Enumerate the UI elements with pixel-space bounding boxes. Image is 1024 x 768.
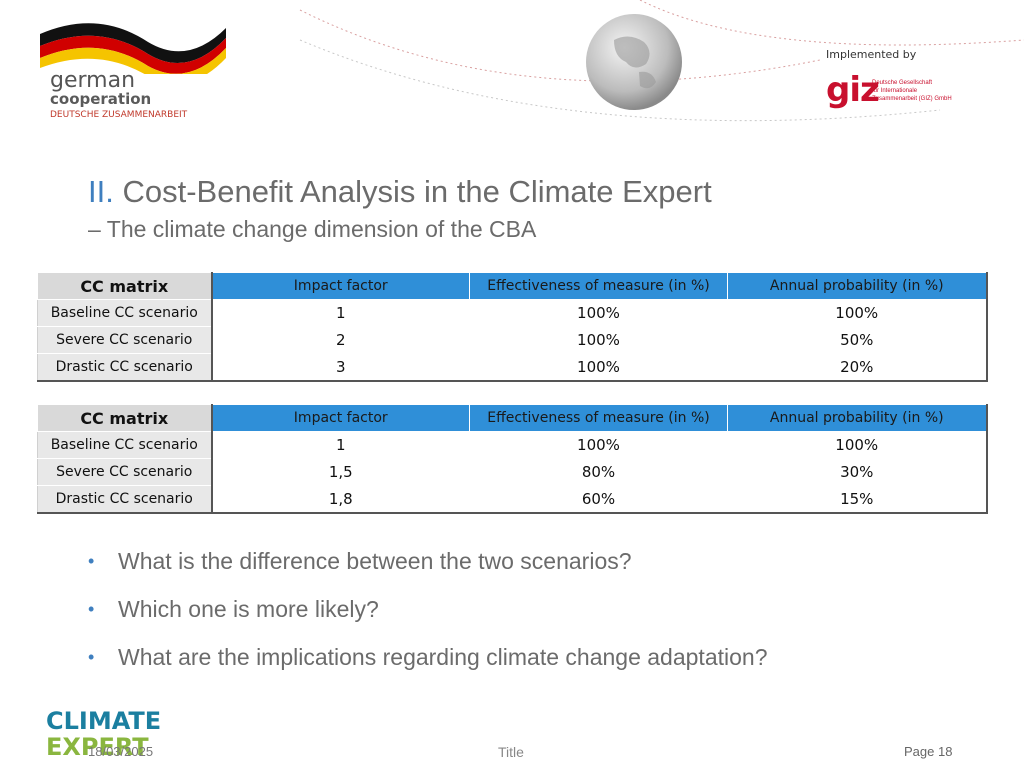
header-cc-matrix: CC matrix (37, 272, 213, 300)
table-row: Severe CC scenario 2 100% 50% (37, 326, 988, 354)
cc-matrix-table-2: CC matrix Impact factor Effectiveness of… (37, 404, 988, 514)
german-flag-ribbon-icon (40, 23, 226, 74)
header-impact-factor: Impact factor (211, 272, 470, 300)
cell-scenario: Severe CC scenario (37, 458, 213, 486)
footer-page-number: Page 18 (904, 744, 953, 759)
table-row: Severe CC scenario 1,5 80% 30% (37, 458, 988, 486)
bullet-icon: • (88, 551, 95, 571)
cell-probability: 15% (727, 485, 988, 514)
cc-matrix-table-1: CC matrix Impact factor Effectiveness of… (37, 272, 988, 382)
giz-line2: für Internationale (872, 88, 918, 94)
table-row: Baseline CC scenario 1 100% 100% (37, 431, 988, 459)
bullet-icon: • (88, 647, 95, 667)
header-annual-probability: Annual probability (in %) (727, 404, 988, 432)
climate-expert-logo: CLIMATE EXPERT (46, 708, 176, 763)
bullet-icon: • (88, 599, 95, 619)
page-subtitle: – The climate change dimension of the CB… (88, 216, 537, 242)
logo-climate: CLIMATE (46, 707, 162, 735)
header-impact-factor: Impact factor (211, 404, 470, 432)
cell-effectiveness: 100% (469, 299, 728, 327)
giz-logo: giz Deutsche Gesellschaft für Internatio… (826, 70, 976, 114)
giz-line3: Zusammenarbeit (GIZ) GmbH (872, 96, 952, 102)
giz-mark: giz (826, 70, 880, 110)
cell-scenario: Baseline CC scenario (37, 299, 213, 327)
bullet-text: What is the difference between the two s… (118, 548, 632, 574)
cell-probability: 20% (727, 353, 988, 382)
logo-german: german (50, 68, 136, 93)
page-title: II. Cost-Benefit Analysis in the Climate… (88, 174, 712, 210)
logo-expert: EXPERT (46, 733, 149, 761)
cell-impact: 2 (211, 326, 470, 354)
cell-effectiveness: 100% (469, 431, 728, 459)
cell-impact: 1,5 (211, 458, 470, 486)
cell-probability: 100% (727, 299, 988, 327)
cell-probability: 50% (727, 326, 988, 354)
decorative-arcs (299, 0, 1024, 122)
header-effectiveness: Effectiveness of measure (in %) (469, 404, 728, 432)
implemented-by-label: Implemented by (826, 48, 917, 61)
logo-cooperation: cooperation (50, 90, 152, 108)
header-effectiveness: Effectiveness of measure (in %) (469, 272, 728, 300)
table-header-row: CC matrix Impact factor Effectiveness of… (37, 272, 988, 300)
footer-title: Title (498, 744, 524, 760)
footer-date: 18/03/2025 (88, 744, 154, 759)
list-item: • What are the implications regarding cli… (88, 636, 768, 684)
cell-impact: 1 (211, 431, 470, 459)
cell-effectiveness: 60% (469, 485, 728, 514)
bullet-text: What are the implications regarding clim… (118, 644, 768, 670)
title-text: Cost-Benefit Analysis in the Climate Exp… (122, 174, 712, 209)
giz-line1: Deutsche Gesellschaft (872, 80, 933, 86)
cell-scenario: Drastic CC scenario (37, 485, 213, 514)
cell-scenario: Severe CC scenario (37, 326, 213, 354)
cell-impact: 3 (211, 353, 470, 382)
list-item: • Which one is more likely? (88, 588, 768, 636)
cell-scenario: Drastic CC scenario (37, 353, 213, 382)
bullet-list: • What is the difference between the two … (88, 540, 768, 684)
cell-probability: 100% (727, 431, 988, 459)
list-item: • What is the difference between the two … (88, 540, 768, 588)
globe-icon (586, 14, 682, 110)
cell-effectiveness: 80% (469, 458, 728, 486)
cell-scenario: Baseline CC scenario (37, 431, 213, 459)
german-cooperation-logo: german cooperation DEUTSCHE ZUSAMMENARBE… (38, 14, 238, 124)
cell-effectiveness: 100% (469, 353, 728, 382)
table-row: Drastic CC scenario 3 100% 20% (37, 353, 988, 382)
table-row: Baseline CC scenario 1 100% 100% (37, 299, 988, 327)
table-row: Drastic CC scenario 1,8 60% 15% (37, 485, 988, 514)
bullet-text: Which one is more likely? (118, 596, 379, 622)
logo-deutsche: DEUTSCHE ZUSAMMENARBEIT (50, 110, 188, 120)
cell-impact: 1 (211, 299, 470, 327)
cell-impact: 1,8 (211, 485, 470, 514)
header-annual-probability: Annual probability (in %) (727, 272, 988, 300)
title-number: II. (88, 174, 114, 209)
cell-probability: 30% (727, 458, 988, 486)
cell-effectiveness: 100% (469, 326, 728, 354)
table-header-row: CC matrix Impact factor Effectiveness of… (37, 404, 988, 432)
header-cc-matrix: CC matrix (37, 404, 213, 432)
